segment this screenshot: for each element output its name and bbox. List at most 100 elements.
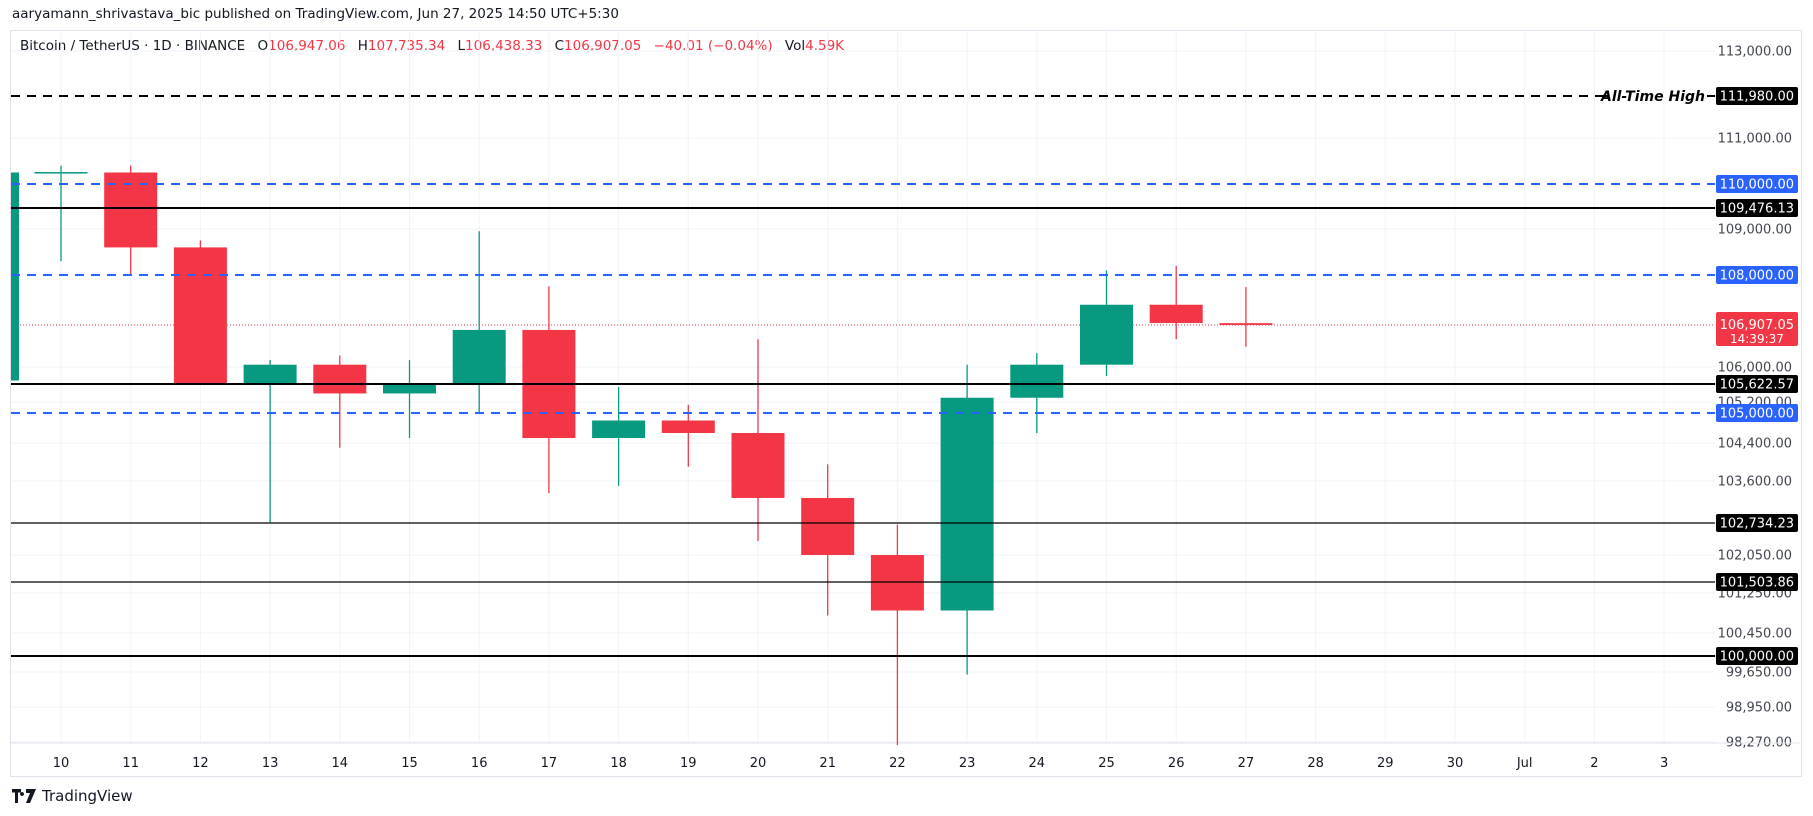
- candle-body: [1219, 323, 1273, 325]
- low-label: L: [457, 38, 466, 54]
- candle-25: [1080, 270, 1133, 376]
- symbol-name[interactable]: Bitcoin / TetherUS · 1D · BINANCE: [20, 38, 246, 54]
- x-tick-label: 18: [610, 756, 627, 771]
- y-tick-label: 113,000.00: [1718, 45, 1792, 60]
- high-label: H: [357, 38, 368, 54]
- price-label-bg: [1716, 374, 1798, 393]
- price-label: 100,000.00: [1720, 650, 1794, 665]
- candle-12: [173, 240, 227, 385]
- x-tick-label: 16: [471, 756, 488, 771]
- chart-frame: [10, 30, 1802, 777]
- x-tick-label: 2: [1590, 756, 1598, 771]
- x-tick-label: 20: [750, 756, 767, 771]
- x-tick-label: 28: [1307, 756, 1324, 771]
- last-price-label: 106,907.05: [1720, 318, 1794, 333]
- candle-body: [11, 172, 19, 381]
- candle-body: [1149, 304, 1203, 324]
- candle-15: [383, 360, 436, 438]
- candle-24: [1010, 353, 1064, 433]
- change-value: −40.01 (−0.04%): [653, 38, 773, 54]
- y-tick-label: 109,000.00: [1718, 223, 1792, 238]
- candle-27: [1219, 287, 1273, 347]
- price-label: 101,503.86: [1720, 576, 1794, 591]
- price-label-bg: [1716, 513, 1798, 532]
- price-label: 108,000.00: [1720, 269, 1794, 284]
- candle-body: [801, 497, 855, 555]
- x-tick-label: 12: [192, 756, 209, 771]
- candle-body: [1010, 364, 1064, 398]
- price-label-bg: [1716, 87, 1798, 105]
- y-tick-label: 98,950.00: [1726, 701, 1792, 716]
- candle-body: [243, 364, 297, 385]
- candle-26: [1149, 265, 1203, 340]
- x-tick-label: 19: [680, 756, 697, 771]
- x-tick-label: 3: [1660, 756, 1668, 771]
- footer: TradingView: [12, 787, 133, 805]
- x-tick-label: 29: [1377, 756, 1394, 771]
- tradingview-logo-icon: [12, 789, 36, 803]
- low-value: 106,438.33: [465, 38, 543, 54]
- x-tick-label: 17: [541, 756, 558, 771]
- vol-label: Vol: [784, 38, 806, 54]
- y-tick-label: 104,400.00: [1718, 437, 1792, 452]
- candle-11: [104, 165, 158, 275]
- x-tick-label: 30: [1447, 756, 1464, 771]
- candle-16: [452, 231, 506, 413]
- candle-14: [313, 355, 367, 448]
- x-tick-label: 25: [1098, 756, 1115, 771]
- y-tick-label: 100,450.00: [1718, 627, 1792, 642]
- x-tick-label: 13: [262, 756, 279, 771]
- x-tick-label: 10: [53, 756, 70, 771]
- level-annotation: All-Time High: [1600, 89, 1705, 105]
- x-tick-label: 15: [401, 756, 418, 771]
- x-tick-label: 11: [122, 756, 139, 771]
- candle-body: [313, 364, 367, 394]
- price-label-bg: [1716, 404, 1798, 422]
- close-label: C: [554, 38, 565, 54]
- candle-21: [801, 464, 855, 616]
- candle-20: [731, 339, 785, 541]
- candle-9: [11, 172, 19, 381]
- price-label: 105,000.00: [1720, 407, 1794, 422]
- x-tick-label: 22: [889, 756, 906, 771]
- y-tick-label: 102,050.00: [1718, 549, 1792, 564]
- x-tick-label: Jul: [1516, 756, 1533, 771]
- candle-13: [243, 360, 297, 523]
- price-label-bg: [1716, 647, 1798, 665]
- x-tick-label: 21: [819, 756, 836, 771]
- price-label-bg: [1716, 175, 1798, 193]
- price-label: 110,000.00: [1720, 178, 1794, 193]
- y-tick-label: 103,600.00: [1718, 475, 1792, 490]
- publisher-line: aaryamann_shrivastava_bic published on T…: [12, 6, 619, 22]
- price-label: 111,980.00: [1720, 90, 1794, 105]
- footer-brand: TradingView: [42, 787, 133, 805]
- x-tick-label: 26: [1168, 756, 1185, 771]
- candle-19: [661, 404, 715, 467]
- x-tick-label: 24: [1029, 756, 1046, 771]
- candle-body: [1080, 304, 1133, 365]
- high-value: 107,735.34: [367, 38, 446, 54]
- price-label: 105,622.57: [1720, 377, 1794, 392]
- countdown-label: 14:39:37: [1730, 332, 1784, 346]
- candle-22: [870, 524, 924, 746]
- x-tick-label: 27: [1238, 756, 1255, 771]
- candle-body: [452, 329, 506, 385]
- y-tick-label: 99,650.00: [1726, 666, 1792, 681]
- close-value: 106,907.05: [564, 38, 642, 54]
- candle-body: [173, 247, 227, 385]
- x-tick-label: 23: [959, 756, 976, 771]
- candle-10: [34, 165, 88, 262]
- candle-body: [34, 172, 88, 174]
- x-tick-label: 14: [332, 756, 349, 771]
- vol-value: 4.59K: [805, 38, 845, 54]
- y-tick-label: 111,000.00: [1718, 132, 1792, 147]
- price-label: 109,476.13: [1720, 201, 1794, 216]
- y-tick-label: 106,000.00: [1718, 361, 1792, 376]
- price-label-bg: [1716, 266, 1798, 284]
- candle-17: [522, 286, 576, 494]
- price-label: 102,734.23: [1720, 516, 1794, 531]
- open-value: 106,947.06: [268, 38, 346, 54]
- open-label: O: [257, 38, 269, 54]
- candle-body: [940, 397, 994, 611]
